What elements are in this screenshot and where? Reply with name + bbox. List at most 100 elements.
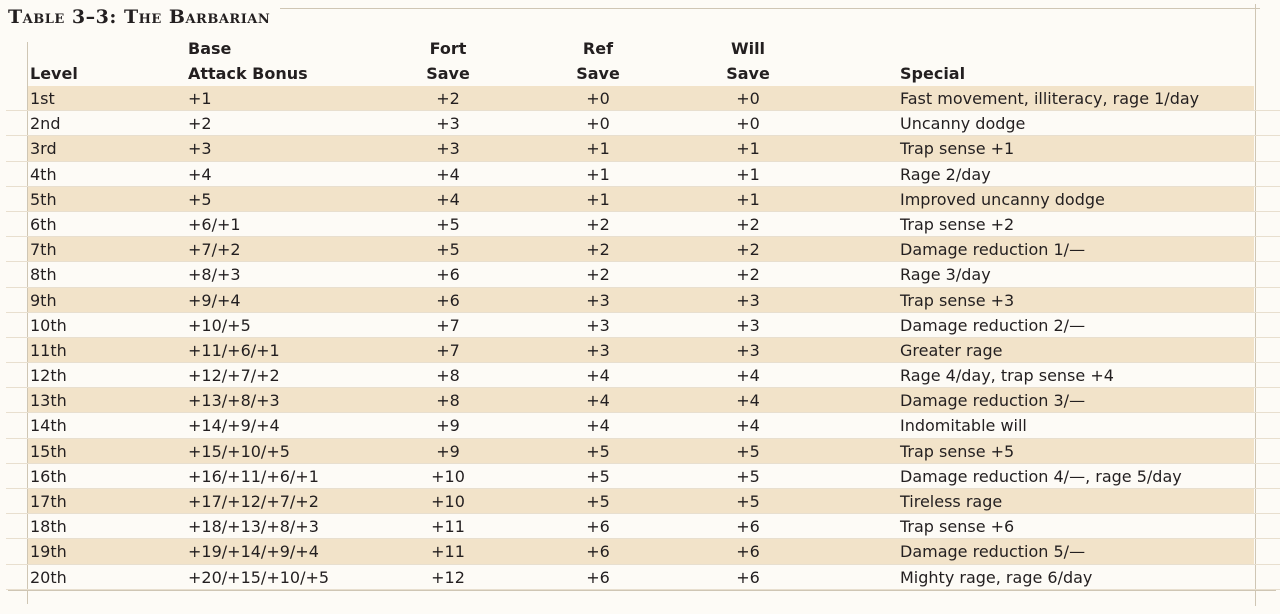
special-cell: Damage reduction 5/— <box>900 542 1086 562</box>
frame-border-top <box>280 8 1260 9</box>
fort-save-cell: +3 <box>436 139 460 159</box>
row-divider <box>6 588 1280 590</box>
will-save-cell: +2 <box>736 214 760 234</box>
ref-save-cell: +3 <box>586 290 610 310</box>
row-divider <box>6 462 1280 464</box>
fort-save-cell: +2 <box>436 89 460 108</box>
fort-save-cell: +5 <box>436 240 460 260</box>
ref-save-cell: +6 <box>586 567 610 587</box>
attack-bonus-cell: +18/+13/+8/+3 <box>188 517 319 537</box>
ref-save-cell: +5 <box>586 466 610 486</box>
attack-bonus-cell: +1 <box>188 89 212 108</box>
table-header: Base Fort Ref Will Level Attack Bonus Sa… <box>28 36 1254 86</box>
row-divider <box>6 437 1280 439</box>
special-cell: Mighty rage, rage 6/day <box>900 567 1093 587</box>
table-row: 13th +13/+8/+3 +8 +4 +4 Damage reduction 3/— <box>6 388 1280 414</box>
will-save-cell: +3 <box>736 290 760 310</box>
fort-save-cell: +4 <box>436 189 460 209</box>
fort-save-cell: +7 <box>436 340 460 360</box>
will-save-cell: +3 <box>736 340 760 360</box>
row-divider <box>6 160 1280 162</box>
fort-save-cell: +5 <box>436 214 460 234</box>
header-will-top: Will <box>730 39 766 58</box>
table-row: 20th +20/+15/+10/+5 +12 +6 +6 Mighty rage, ra… <box>6 565 1280 590</box>
fort-save-cell: +8 <box>436 366 460 386</box>
level-cell: 8th <box>30 265 57 285</box>
special-cell: Trap sense +2 <box>900 214 1015 234</box>
table-row: 6th +6/+1 +5 +2 +2 Trap sense +2 <box>6 212 1280 238</box>
header-bab: Attack Bonus <box>188 64 308 83</box>
attack-bonus-cell: +19/+14/+9/+4 <box>188 542 319 562</box>
attack-bonus-cell: +6/+1 <box>188 214 241 234</box>
table-row: 10th +10/+5 +7 +3 +3 Damage reduction 2/— <box>6 313 1280 338</box>
fort-save-cell: +11 <box>431 542 465 562</box>
fort-save-cell: +3 <box>436 114 460 134</box>
fort-save-cell: +10 <box>431 466 465 486</box>
special-cell: Trap sense +1 <box>900 139 1015 159</box>
ref-save-cell: +6 <box>586 542 610 562</box>
attack-bonus-cell: +4 <box>188 164 212 184</box>
attack-bonus-cell: +3 <box>188 139 212 159</box>
table-row: 16th +16/+11/+6/+1 +10 +5 +5 Damage reduction… <box>6 464 1280 489</box>
ref-save-cell: +4 <box>586 416 610 436</box>
ref-save-cell: +3 <box>586 315 610 335</box>
level-cell: 11th <box>30 340 67 360</box>
table-row: 17th +17/+12/+7/+2 +10 +5 +5 Tireless rage <box>6 489 1280 515</box>
table-title: Table 3–3: The Barbarian <box>8 6 271 28</box>
special-cell: Damage reduction 1/— <box>900 240 1086 260</box>
ref-save-cell: +2 <box>586 214 610 234</box>
fort-save-cell: +6 <box>436 290 460 310</box>
fort-save-cell: +8 <box>436 391 460 411</box>
fort-save-cell: +4 <box>436 164 460 184</box>
table-row: 1st +1 +2 +0 +0 Fast movement, illiteracy, ra… <box>6 86 1280 112</box>
row-divider <box>6 210 1280 212</box>
table-row: 8th +8/+3 +6 +2 +2 Rage 3/day <box>6 262 1280 288</box>
attack-bonus-cell: +5 <box>188 189 212 209</box>
table-row: 11th +11/+6/+1 +7 +3 +3 Greater rage <box>6 337 1280 364</box>
special-cell: Damage reduction 2/— <box>900 315 1086 335</box>
fort-save-cell: +12 <box>431 567 465 587</box>
table-row: 5th +5 +4 +1 +1 Improved uncanny dodge <box>6 186 1280 212</box>
header-special: Special <box>900 64 966 83</box>
row-divider <box>6 538 1280 540</box>
table-row: 14th +14/+9/+4 +9 +4 +4 Indomitable will <box>6 413 1280 439</box>
special-cell: Uncanny dodge <box>900 114 1026 134</box>
ref-save-cell: +0 <box>586 114 610 134</box>
attack-bonus-cell: +7/+2 <box>188 240 241 260</box>
special-cell: Damage reduction 4/—, rage 5/day <box>900 466 1182 486</box>
level-cell: 6th <box>30 214 57 234</box>
attack-bonus-cell: +2 <box>188 114 212 134</box>
will-save-cell: +6 <box>736 542 760 562</box>
attack-bonus-cell: +20/+15/+10/+5 <box>188 567 330 587</box>
level-cell: 4th <box>30 164 57 184</box>
attack-bonus-cell: +8/+3 <box>188 265 241 285</box>
level-cell: 15th <box>30 441 67 461</box>
ref-save-cell: +4 <box>586 391 610 411</box>
special-cell: Fast movement, illiteracy, rage 1/day <box>900 89 1200 108</box>
special-cell: Improved uncanny dodge <box>900 189 1105 209</box>
level-cell: 9th <box>30 290 57 310</box>
row-divider <box>6 387 1280 389</box>
header-bab-top: Base <box>188 39 232 58</box>
level-cell: 16th <box>30 466 67 486</box>
table-row: 18th +18/+13/+8/+3 +11 +6 +6 Trap sense +6 <box>6 514 1280 540</box>
row-divider <box>6 362 1280 364</box>
frame-border-left <box>27 42 28 604</box>
ref-save-cell: +2 <box>586 240 610 260</box>
row-divider <box>6 261 1280 263</box>
will-save-cell: +5 <box>736 441 760 461</box>
fort-save-cell: +10 <box>431 492 465 511</box>
will-save-cell: +1 <box>736 189 760 209</box>
row-divider <box>6 311 1280 313</box>
special-cell: Tireless rage <box>900 492 1003 511</box>
level-cell: 2nd <box>30 114 61 134</box>
level-cell: 20th <box>30 567 67 587</box>
row-divider <box>6 110 1280 112</box>
will-save-cell: +4 <box>736 366 760 386</box>
attack-bonus-cell: +13/+8/+3 <box>188 391 280 411</box>
ref-save-cell: +3 <box>586 340 610 360</box>
header-level: Level <box>30 64 78 83</box>
special-cell: Indomitable will <box>900 416 1027 436</box>
level-cell: 18th <box>30 517 67 537</box>
attack-bonus-cell: +11/+6/+1 <box>188 340 280 360</box>
